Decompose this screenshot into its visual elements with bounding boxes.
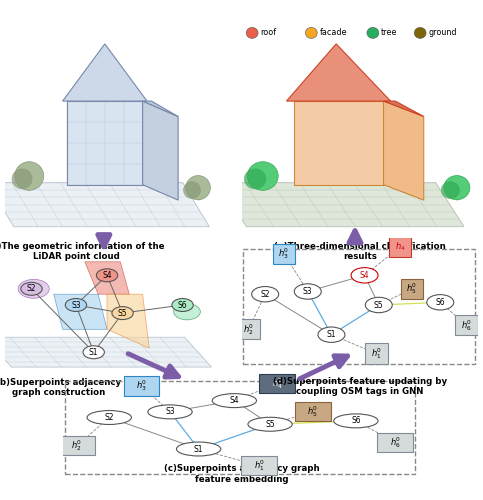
Text: S6: S6	[436, 298, 445, 307]
Text: $h_2^0$: $h_2^0$	[71, 438, 83, 453]
Circle shape	[18, 280, 49, 298]
Text: ground: ground	[428, 28, 457, 38]
FancyBboxPatch shape	[242, 456, 277, 475]
Circle shape	[441, 182, 459, 198]
Text: S1: S1	[89, 348, 99, 357]
Polygon shape	[67, 101, 142, 184]
FancyBboxPatch shape	[377, 432, 413, 452]
Text: S1: S1	[327, 330, 336, 339]
Text: $h_4^0$: $h_4^0$	[271, 376, 283, 391]
Text: (a)The geometric information of the
LiDAR point cloud: (a)The geometric information of the LiDA…	[0, 242, 164, 262]
FancyBboxPatch shape	[259, 374, 295, 394]
Polygon shape	[54, 294, 107, 330]
Text: $h_5^0$: $h_5^0$	[307, 404, 319, 419]
Circle shape	[244, 169, 266, 189]
Text: (c)Superpoints adjacency graph
feature embedding: (c)Superpoints adjacency graph feature e…	[164, 464, 319, 484]
Circle shape	[247, 162, 278, 190]
Text: $h_3^0$: $h_3^0$	[136, 378, 147, 394]
Text: tree: tree	[381, 28, 398, 38]
Polygon shape	[286, 44, 391, 101]
Text: $h_6^0$: $h_6^0$	[389, 435, 401, 450]
Circle shape	[15, 162, 44, 190]
Polygon shape	[294, 101, 384, 184]
Circle shape	[252, 286, 279, 302]
Text: S2: S2	[27, 284, 36, 294]
FancyBboxPatch shape	[273, 244, 295, 264]
FancyBboxPatch shape	[124, 376, 159, 396]
Text: S6: S6	[351, 416, 361, 426]
Polygon shape	[0, 182, 209, 226]
Text: facade: facade	[320, 28, 347, 38]
FancyBboxPatch shape	[401, 278, 423, 299]
Circle shape	[87, 410, 131, 424]
Text: S3: S3	[165, 408, 175, 416]
Circle shape	[21, 282, 42, 296]
FancyBboxPatch shape	[237, 319, 260, 340]
Text: S2: S2	[104, 413, 114, 422]
Text: S5: S5	[118, 308, 128, 318]
Polygon shape	[384, 101, 424, 200]
Circle shape	[12, 169, 32, 189]
Circle shape	[365, 298, 392, 312]
Text: S1: S1	[194, 444, 203, 454]
Circle shape	[444, 176, 470, 200]
FancyBboxPatch shape	[59, 436, 95, 455]
Text: S5: S5	[374, 300, 384, 310]
Circle shape	[186, 176, 211, 200]
Circle shape	[305, 28, 317, 38]
Circle shape	[248, 418, 292, 431]
Polygon shape	[63, 44, 147, 101]
Text: S3: S3	[303, 287, 313, 296]
Circle shape	[97, 269, 118, 282]
Text: (b)Superpoints adjacency
graph construction: (b)Superpoints adjacency graph construct…	[0, 378, 121, 398]
Polygon shape	[384, 101, 424, 116]
Text: $h_1^0$: $h_1^0$	[371, 346, 382, 361]
Circle shape	[427, 294, 454, 310]
Text: S6: S6	[178, 300, 187, 310]
Text: $h_6^0$: $h_6^0$	[461, 318, 472, 332]
Text: S4: S4	[102, 271, 112, 280]
Circle shape	[351, 268, 378, 283]
Circle shape	[294, 284, 321, 299]
Text: $h_2^0$: $h_2^0$	[243, 322, 254, 337]
Text: $h_5^0$: $h_5^0$	[406, 282, 418, 296]
Polygon shape	[142, 101, 178, 200]
Polygon shape	[142, 101, 178, 116]
Text: $h_4$: $h_4$	[395, 240, 405, 253]
Text: S4: S4	[229, 396, 239, 405]
Polygon shape	[85, 262, 129, 294]
Circle shape	[367, 28, 379, 38]
Text: (e)Three-dimensional classification
results: (e)Three-dimensional classification resu…	[274, 242, 446, 262]
Circle shape	[112, 306, 133, 320]
Text: S4: S4	[360, 271, 369, 280]
FancyBboxPatch shape	[455, 315, 478, 336]
Circle shape	[83, 346, 104, 358]
Text: (d)Superpoints feature updating by
coupling OSM tags in GNN: (d)Superpoints feature updating by coupl…	[273, 376, 447, 396]
Circle shape	[246, 28, 258, 38]
FancyBboxPatch shape	[365, 344, 388, 363]
Text: $h_3^0$: $h_3^0$	[278, 246, 290, 261]
Circle shape	[172, 298, 193, 312]
Text: S2: S2	[260, 290, 270, 298]
Circle shape	[148, 405, 192, 419]
Circle shape	[176, 442, 221, 456]
Circle shape	[212, 394, 256, 407]
Text: S3: S3	[71, 300, 81, 310]
Polygon shape	[0, 338, 212, 367]
Circle shape	[174, 304, 200, 320]
Circle shape	[65, 298, 86, 312]
Polygon shape	[218, 182, 464, 226]
Text: $h_1^0$: $h_1^0$	[254, 458, 265, 473]
Circle shape	[184, 182, 200, 198]
FancyBboxPatch shape	[389, 237, 412, 257]
Text: roof: roof	[260, 28, 277, 38]
Circle shape	[414, 28, 426, 38]
Circle shape	[334, 414, 378, 428]
Circle shape	[318, 327, 345, 342]
Polygon shape	[107, 294, 149, 348]
FancyBboxPatch shape	[295, 402, 331, 421]
Text: S5: S5	[265, 420, 275, 428]
